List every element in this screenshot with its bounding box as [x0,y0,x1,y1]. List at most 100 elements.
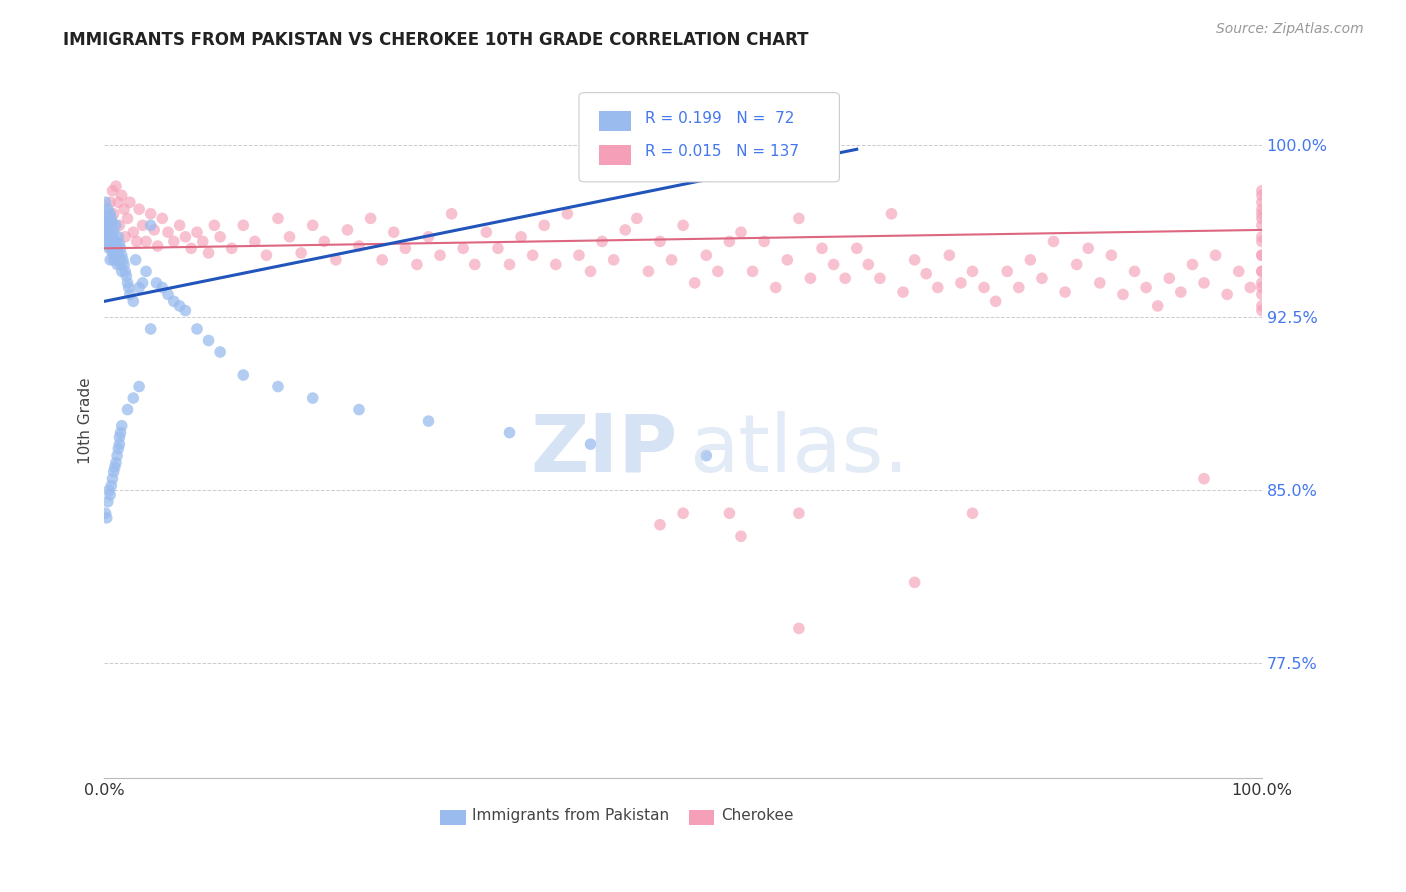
Point [695,248,717,262]
Point [602,252,624,267]
Point [278,229,301,244]
Point [1123,264,1146,278]
Point [1088,276,1111,290]
Point [105,449,128,463]
Point [904,252,927,267]
Point [371,252,394,267]
Point [382,225,405,239]
Point [1250,207,1272,221]
Point [94,195,117,210]
Point [254,248,277,262]
Point [672,506,695,520]
Point [1192,472,1215,486]
Point [209,229,232,244]
Point [135,264,157,278]
Point [1008,280,1031,294]
Point [1250,248,1272,262]
Point [1019,252,1042,267]
Point [915,267,938,281]
Point [100,478,122,492]
Point [394,241,416,255]
Point [100,227,122,242]
Point [787,506,810,520]
Point [97,202,120,217]
Point [96,511,118,525]
Point [110,241,132,255]
Point [1250,248,1272,262]
Point [1250,235,1272,249]
Point [107,229,129,244]
Point [186,225,208,239]
Point [614,223,637,237]
Point [752,235,775,249]
Text: IMMIGRANTS FROM PAKISTAN VS CHEROKEE 10TH GRADE CORRELATION CHART: IMMIGRANTS FROM PAKISTAN VS CHEROKEE 10T… [63,31,808,49]
Point [1077,241,1099,255]
Point [232,219,254,233]
FancyBboxPatch shape [579,93,839,182]
Point [96,223,118,237]
Point [98,207,121,221]
Point [648,235,671,249]
Point [314,235,336,249]
Point [1099,248,1122,262]
Point [108,219,131,233]
Point [648,517,671,532]
Point [94,506,117,520]
Point [139,207,162,221]
Point [683,276,706,290]
Point [1146,299,1168,313]
Point [197,334,219,348]
Point [131,276,153,290]
Point [927,280,949,294]
Point [143,223,166,237]
Point [1250,264,1272,278]
Point [325,252,347,267]
Point [104,179,127,194]
Point [891,285,914,299]
Point [1205,248,1227,262]
Point [114,264,136,278]
Point [104,456,127,470]
Point [117,402,139,417]
Point [107,195,129,210]
Point [118,195,141,210]
Point [475,225,498,239]
Point [845,241,868,255]
Point [429,248,451,262]
Y-axis label: 10th Grade: 10th Grade [79,378,93,465]
Point [1250,303,1272,318]
Point [105,257,128,271]
Point [98,223,121,237]
Point [150,211,173,226]
Point [799,271,821,285]
Point [533,219,555,233]
Point [811,241,834,255]
Point [557,207,579,221]
Point [94,207,117,221]
Point [464,257,486,271]
Point [243,235,266,249]
Point [962,264,984,278]
Point [108,236,131,251]
Point [1066,257,1088,271]
Point [1250,287,1272,301]
Point [97,213,120,227]
Point [118,280,141,294]
Point [163,235,186,249]
Point [451,241,474,255]
Point [100,211,122,226]
Point [949,276,972,290]
Point [498,257,520,271]
Text: Source: ZipAtlas.com: Source: ZipAtlas.com [1216,22,1364,37]
Point [858,257,880,271]
Point [115,268,138,283]
Point [97,225,120,239]
Point [1170,285,1192,299]
Point [336,223,359,237]
Point [1181,257,1204,271]
Point [98,229,121,244]
Point [112,257,135,271]
Text: ZIP: ZIP [530,410,678,489]
Point [101,184,124,198]
Point [146,239,169,253]
